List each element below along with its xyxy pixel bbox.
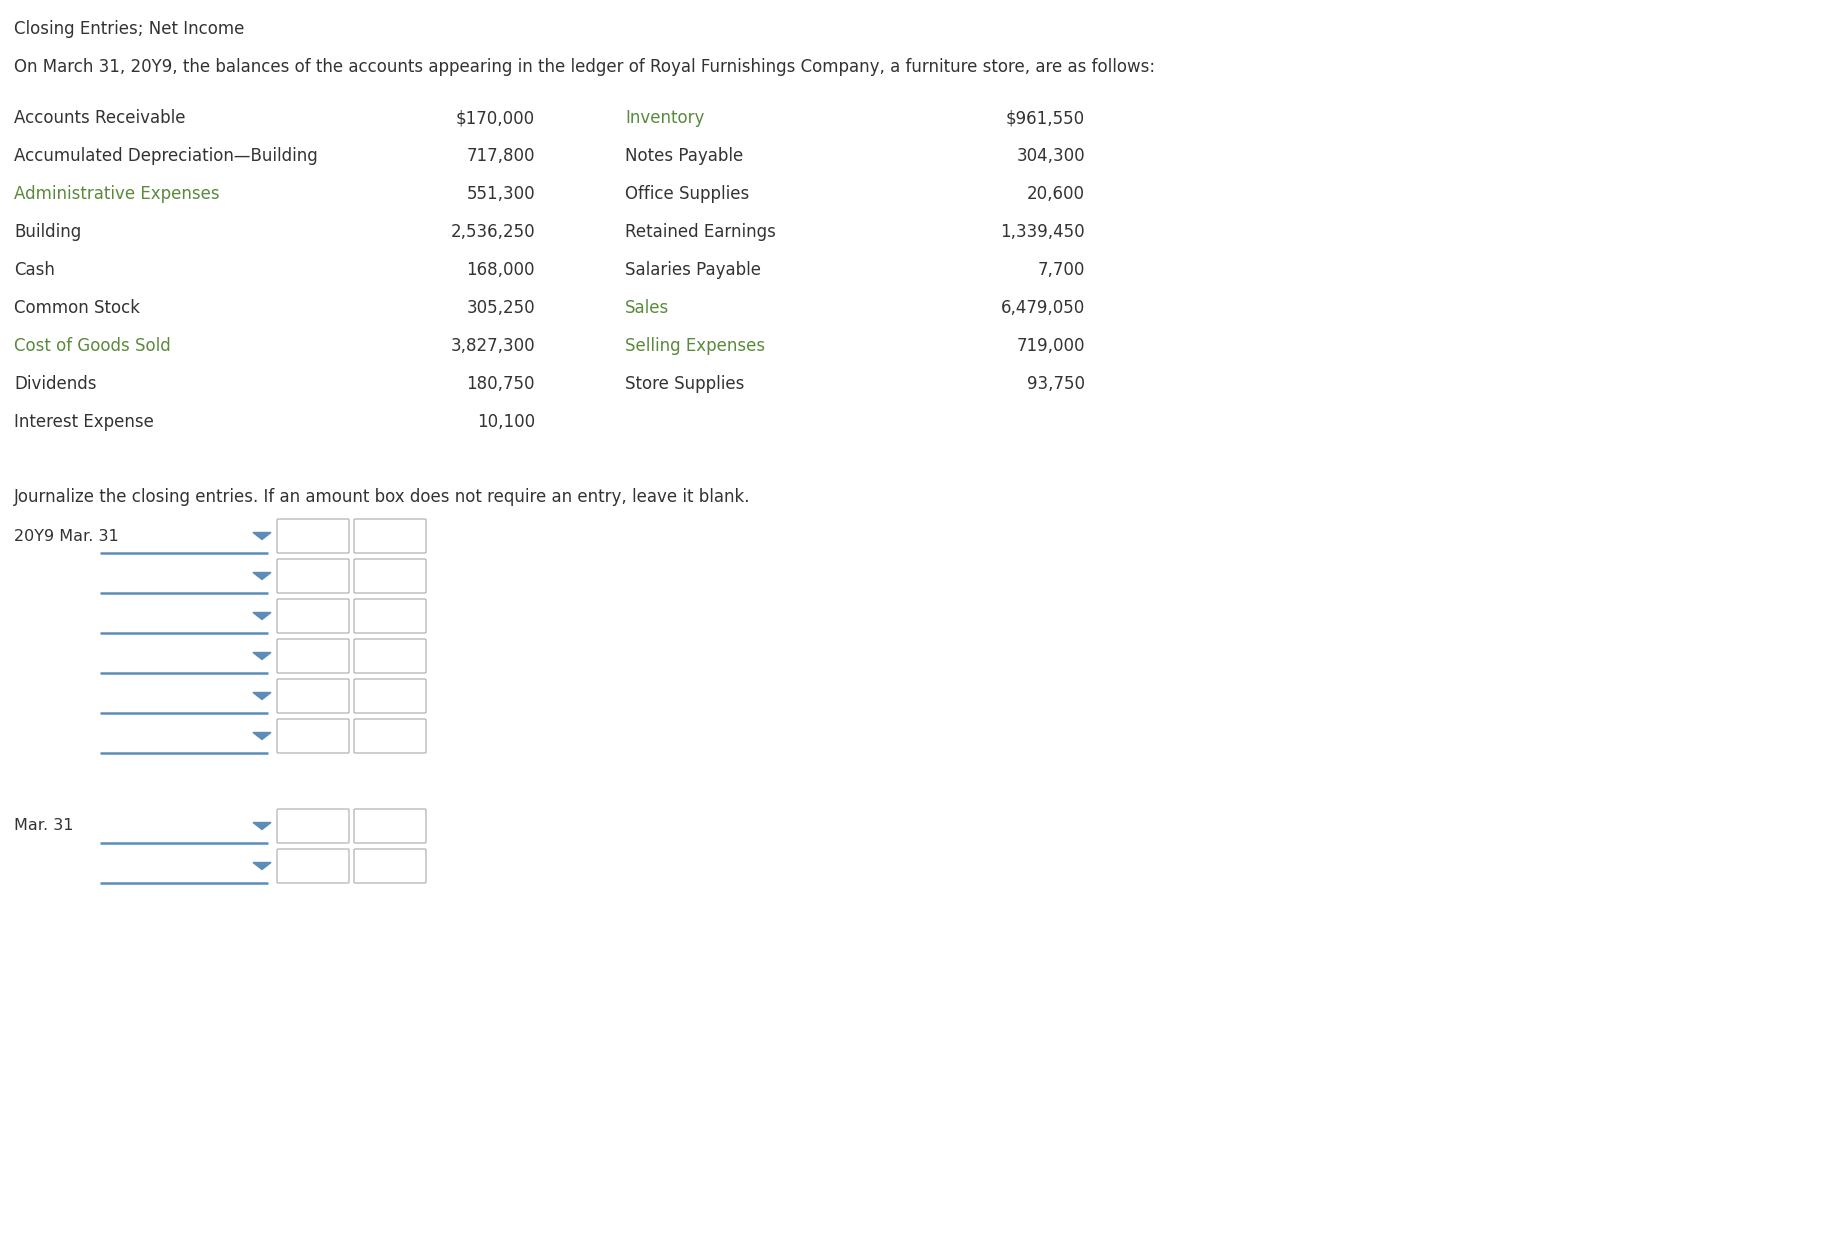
Text: Closing Entries; Net Income: Closing Entries; Net Income [15,20,244,38]
FancyBboxPatch shape [355,810,427,843]
Polygon shape [253,653,272,660]
Text: $961,550: $961,550 [1005,109,1085,127]
Text: Selling Expenses: Selling Expenses [625,337,765,355]
Text: Salaries Payable: Salaries Payable [625,261,761,279]
Text: Office Supplies: Office Supplies [625,185,748,203]
FancyBboxPatch shape [355,599,427,633]
FancyBboxPatch shape [355,719,427,753]
Text: 6,479,050: 6,479,050 [1002,299,1085,316]
Text: Notes Payable: Notes Payable [625,147,743,164]
Text: On March 31, 20Y9, the balances of the accounts appearing in the ledger of Royal: On March 31, 20Y9, the balances of the a… [15,58,1155,75]
Text: 3,827,300: 3,827,300 [451,337,536,355]
Polygon shape [253,863,272,869]
Text: 10,100: 10,100 [477,413,536,431]
FancyBboxPatch shape [277,679,349,713]
FancyBboxPatch shape [355,849,427,883]
Text: 7,700: 7,700 [1037,261,1085,279]
Text: Administrative Expenses: Administrative Expenses [15,185,220,203]
Polygon shape [253,533,272,539]
FancyBboxPatch shape [355,639,427,672]
FancyBboxPatch shape [355,519,427,552]
Text: 20,600: 20,600 [1027,185,1085,203]
Text: 719,000: 719,000 [1016,337,1085,355]
Polygon shape [253,822,272,829]
Text: Store Supplies: Store Supplies [625,375,745,393]
FancyBboxPatch shape [277,559,349,593]
FancyBboxPatch shape [277,810,349,843]
Text: 304,300: 304,300 [1016,147,1085,164]
Polygon shape [253,692,272,700]
FancyBboxPatch shape [277,719,349,753]
Text: Mar. 31: Mar. 31 [15,818,74,833]
Text: Dividends: Dividends [15,375,96,393]
Polygon shape [253,572,272,580]
Text: Journalize the closing entries. If an amount box does not require an entry, leav: Journalize the closing entries. If an am… [15,488,750,506]
FancyBboxPatch shape [277,639,349,672]
Text: Inventory: Inventory [625,109,704,127]
Text: Cash: Cash [15,261,55,279]
FancyBboxPatch shape [277,849,349,883]
Polygon shape [253,733,272,739]
Text: Accounts Receivable: Accounts Receivable [15,109,185,127]
Text: $170,000: $170,000 [456,109,536,127]
Text: Sales: Sales [625,299,669,316]
Text: Building: Building [15,222,81,241]
FancyBboxPatch shape [355,679,427,713]
Text: Accumulated Depreciation—Building: Accumulated Depreciation—Building [15,147,318,164]
Text: 551,300: 551,300 [466,185,536,203]
Text: 1,339,450: 1,339,450 [1000,222,1085,241]
FancyBboxPatch shape [355,559,427,593]
Text: 305,250: 305,250 [466,299,536,316]
Text: 93,750: 93,750 [1027,375,1085,393]
FancyBboxPatch shape [277,599,349,633]
Text: 180,750: 180,750 [466,375,536,393]
Text: 20Y9 Mar. 31: 20Y9 Mar. 31 [15,529,118,544]
Text: Interest Expense: Interest Expense [15,413,153,431]
Text: Common Stock: Common Stock [15,299,140,316]
Text: 168,000: 168,000 [466,261,536,279]
Text: Retained Earnings: Retained Earnings [625,222,776,241]
Text: Cost of Goods Sold: Cost of Goods Sold [15,337,170,355]
Text: 717,800: 717,800 [466,147,536,164]
FancyBboxPatch shape [277,519,349,552]
Polygon shape [253,613,272,619]
Text: 2,536,250: 2,536,250 [451,222,536,241]
